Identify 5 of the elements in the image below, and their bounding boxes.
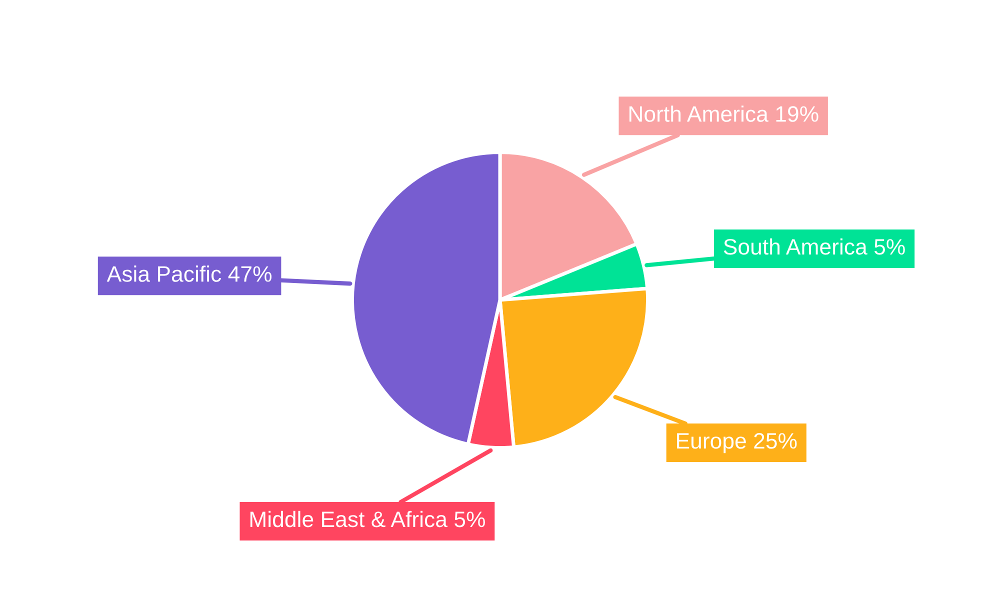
slice-label: South America 5%: [724, 238, 905, 255]
slice-label: Europe 25%: [677, 433, 797, 454]
slice-label: Middle East & Africa 5%: [250, 510, 485, 528]
slice-label: Asia Pacific 47%: [106, 266, 272, 282]
slice-label: North America 19%: [629, 106, 818, 122]
